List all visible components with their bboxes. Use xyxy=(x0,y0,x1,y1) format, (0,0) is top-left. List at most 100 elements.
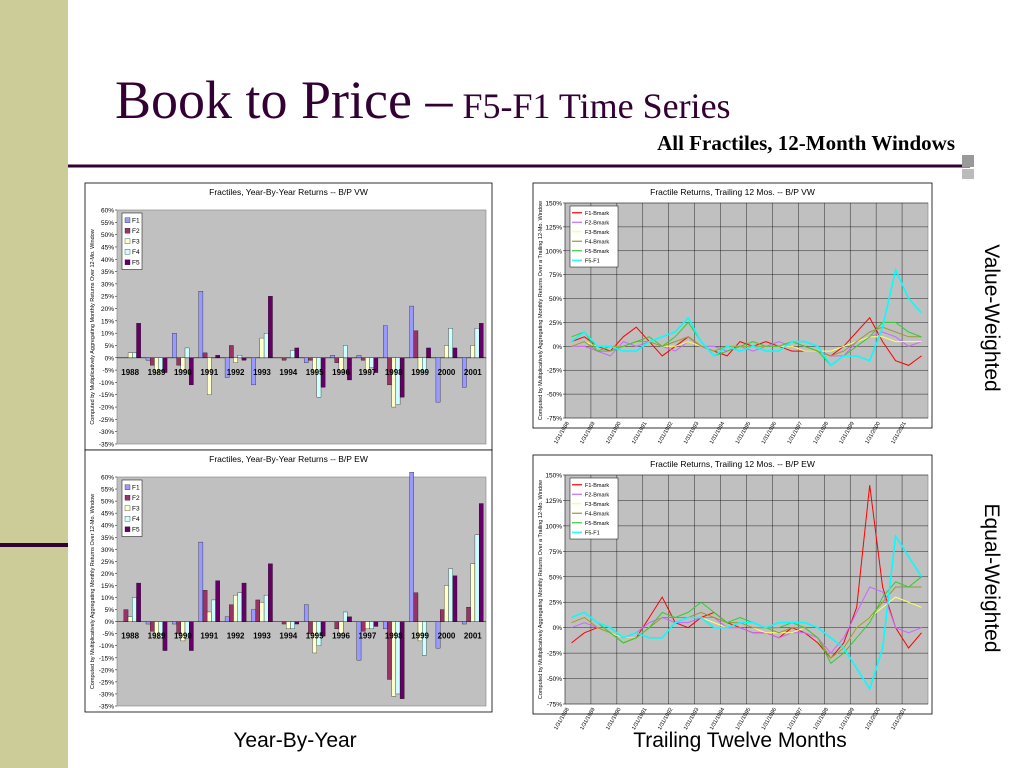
legend-swatch xyxy=(124,484,131,490)
y-tick-label: -30% xyxy=(99,691,114,698)
legend-box xyxy=(569,205,619,268)
y-tick-label: 50% xyxy=(101,499,114,506)
bar xyxy=(347,357,352,381)
line-series xyxy=(571,321,922,367)
bar xyxy=(409,472,414,622)
title-main: Book to Price – xyxy=(115,70,453,130)
bar xyxy=(259,602,265,622)
y-tick-label: 60% xyxy=(101,475,114,482)
bar xyxy=(399,621,405,699)
bar xyxy=(444,585,449,622)
chart-title: Fractiles, Year-By-Year Returns -- B/P E… xyxy=(209,454,368,464)
bar xyxy=(229,345,234,358)
y-tick-label: -15% xyxy=(99,392,114,399)
bar xyxy=(237,592,243,622)
legend-label: F5-F1 xyxy=(585,258,600,264)
bar xyxy=(162,621,168,651)
bar xyxy=(369,357,374,368)
bar xyxy=(211,599,216,622)
legend-box xyxy=(569,477,619,540)
bar xyxy=(303,357,309,363)
bar xyxy=(263,594,269,622)
y-tick-label: 150% xyxy=(545,201,562,208)
y-tick-label: 30% xyxy=(101,281,114,288)
legend-label: F5 xyxy=(132,526,140,533)
bar xyxy=(356,621,362,661)
bar xyxy=(422,357,427,373)
legend-box xyxy=(121,212,143,270)
y-tick-label: 50% xyxy=(101,232,114,239)
legend-label: F2 xyxy=(132,495,140,502)
bar xyxy=(308,357,313,361)
bar xyxy=(426,347,431,358)
x-tick-label: 2000 xyxy=(438,368,456,377)
bar xyxy=(162,357,168,373)
legend-swatch xyxy=(124,495,131,501)
x-tick-label: 1995 xyxy=(306,368,324,377)
bar xyxy=(373,357,379,373)
bar xyxy=(373,621,379,627)
y-axis-label: Computed by Multiplicatively Aggregating… xyxy=(90,494,96,689)
bar xyxy=(466,607,471,622)
y-tick-label: -35% xyxy=(99,704,114,711)
y-tick-label: -50% xyxy=(547,676,562,683)
bar xyxy=(448,328,453,358)
y-tick-label: 45% xyxy=(101,511,114,518)
bar xyxy=(334,621,340,630)
bar xyxy=(251,609,256,622)
legend-swatch xyxy=(124,505,131,511)
legend-label: F3-Bmark xyxy=(585,502,609,508)
bar xyxy=(338,357,344,373)
line-series xyxy=(571,267,923,367)
x-tick-label: 1994 xyxy=(279,632,297,641)
chart-title: Fractile Returns, Trailing 12 Mos. -- B/… xyxy=(650,187,815,197)
y-tick-label: 25% xyxy=(101,294,114,301)
legend-swatch xyxy=(124,238,131,244)
bar xyxy=(180,357,186,371)
y-tick-label: 125% xyxy=(545,224,562,231)
x-tick-label: 1993 xyxy=(253,368,271,377)
x-tick-label: 1988 xyxy=(121,368,139,377)
legend-label: F4 xyxy=(132,516,140,523)
bar xyxy=(462,621,467,625)
bar xyxy=(387,621,392,680)
x-tick-label: 1990 xyxy=(174,632,192,641)
bar xyxy=(290,350,295,358)
y-tick-label: 10% xyxy=(101,331,114,338)
y-tick-label: 100% xyxy=(545,523,562,530)
y-tick-label: 50% xyxy=(549,296,562,303)
legend-label: F1 xyxy=(132,217,140,224)
x-tick-label: 1993 xyxy=(253,632,271,641)
y-tick-label: 25% xyxy=(101,559,114,566)
bar xyxy=(150,621,155,632)
legend-label: F3 xyxy=(132,238,140,245)
y-axis-label: Computed by Multiplicatively Aggregating… xyxy=(90,229,96,424)
y-tick-label: 50% xyxy=(549,574,562,581)
bar xyxy=(320,621,326,637)
bar xyxy=(369,621,374,630)
bar xyxy=(399,357,405,398)
y-axis-label: Computed by Multiplicatively Aggregating… xyxy=(538,480,544,699)
y-tick-label: -25% xyxy=(99,679,114,686)
bar xyxy=(290,621,295,630)
bar xyxy=(215,355,220,358)
y-tick-label: 5% xyxy=(105,343,115,350)
bar xyxy=(233,594,238,622)
legend-label: F4-Bmark xyxy=(585,511,609,517)
legend-swatch xyxy=(124,249,131,255)
x-tick-label: 2001 xyxy=(464,632,482,641)
y-tick-label: -10% xyxy=(99,643,114,650)
bar xyxy=(470,345,476,358)
x-tick-label: 2000 xyxy=(438,632,456,641)
x-tick-label: 1997 xyxy=(358,368,376,377)
legend-swatch xyxy=(124,259,131,265)
y-tick-label: 0% xyxy=(553,625,563,632)
bar xyxy=(255,599,261,622)
plot-area xyxy=(116,209,487,445)
y-tick-label: 35% xyxy=(101,535,114,542)
bar xyxy=(462,357,467,388)
bar xyxy=(395,357,401,405)
bar xyxy=(281,621,287,625)
bar xyxy=(383,325,388,358)
plot-area xyxy=(116,476,487,707)
